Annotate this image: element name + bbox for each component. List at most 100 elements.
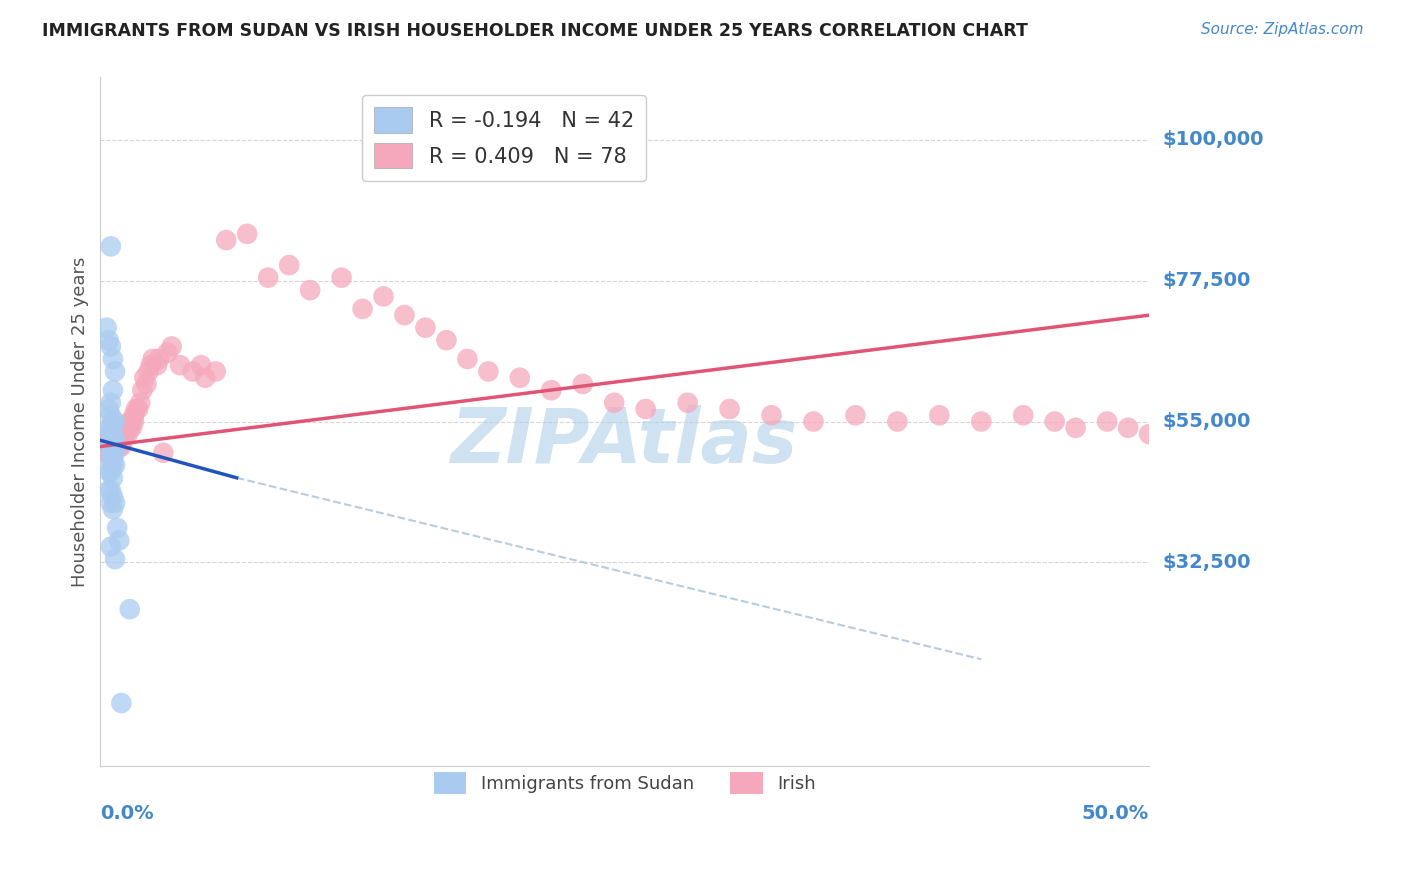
Point [96,434,118,448]
Point [125,402,148,417]
Point [278,258,301,272]
Point [100,540,122,554]
Point [970,415,993,429]
Legend: Immigrants from Sudan, Irish: Immigrants from Sudan, Irish [426,764,823,801]
Point [104,458,127,473]
Point [97,446,120,460]
Point [100,496,122,510]
Point [121,415,143,429]
Text: ZIPAtlas: ZIPAtlas [451,405,799,479]
Point [97,465,120,479]
Point [97,421,120,435]
Point [257,270,280,285]
Point [540,383,562,397]
Point [101,434,124,448]
Point [105,521,128,535]
Point [96,320,118,334]
Point [928,409,950,423]
Point [110,440,132,454]
Point [1012,409,1035,423]
Point [456,351,478,366]
Text: $55,000: $55,000 [1163,412,1251,431]
Point [477,364,499,378]
Point [108,533,131,548]
Point [112,434,135,448]
Point [97,483,120,498]
Point [571,376,593,391]
Point [394,308,416,322]
Point [169,358,191,372]
Point [114,427,136,442]
Point [97,333,120,347]
Point [1116,421,1139,435]
Point [101,490,124,504]
Point [104,434,127,448]
Point [104,440,127,454]
Point [121,421,143,435]
Point [110,696,132,710]
Point [100,396,122,410]
Point [118,602,141,616]
Point [718,402,741,417]
Point [135,376,157,391]
Point [114,421,136,435]
Point [100,465,122,479]
Point [101,383,124,397]
Point [101,446,124,460]
Point [100,452,122,467]
Text: IMMIGRANTS FROM SUDAN VS IRISH HOUSEHOLDER INCOME UNDER 25 YEARS CORRELATION CHA: IMMIGRANTS FROM SUDAN VS IRISH HOUSEHOLD… [42,22,1028,40]
Point [844,409,866,423]
Point [181,364,204,378]
Point [1180,415,1202,429]
Point [1137,427,1160,442]
Point [101,446,124,460]
Point [112,427,135,442]
Point [101,458,124,473]
Point [152,446,174,460]
Point [100,239,122,253]
Point [761,409,783,423]
Point [117,421,139,435]
Point [886,415,908,429]
Point [236,227,259,241]
Point [100,446,122,460]
Point [101,440,124,454]
Point [97,440,120,454]
Point [122,409,145,423]
Point [146,358,169,372]
Text: 0.0%: 0.0% [100,805,155,823]
Point [509,370,531,384]
Text: Source: ZipAtlas.com: Source: ZipAtlas.com [1201,22,1364,37]
Point [104,496,127,510]
Point [634,402,657,417]
Point [118,415,141,429]
Point [215,233,238,247]
Point [105,434,128,448]
Point [803,415,825,429]
Text: 50.0%: 50.0% [1081,805,1149,823]
Point [97,402,120,417]
Point [138,364,160,378]
Point [129,396,152,410]
Point [101,427,124,442]
Y-axis label: Householder Income Under 25 years: Householder Income Under 25 years [72,256,89,587]
Point [101,415,124,429]
Point [100,440,122,454]
Point [104,552,127,566]
Point [104,415,127,429]
Point [134,370,156,384]
Point [127,402,149,417]
Point [139,358,162,372]
Point [100,483,122,498]
Point [104,446,127,460]
Text: $100,000: $100,000 [1163,130,1264,150]
Point [100,452,122,467]
Point [1043,415,1066,429]
Point [299,283,322,297]
Point [100,427,122,442]
Point [1064,421,1087,435]
Point [104,434,127,448]
Point [330,270,353,285]
Point [1159,415,1181,429]
Point [204,364,226,378]
